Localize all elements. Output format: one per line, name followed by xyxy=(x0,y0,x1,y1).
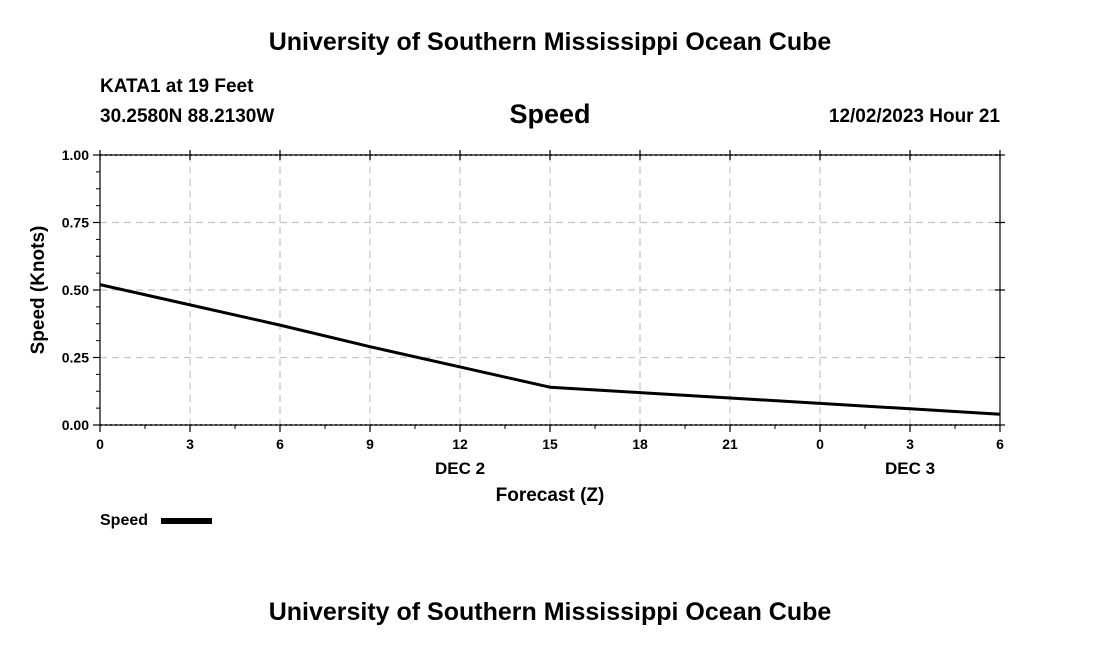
datetime-label: 12/02/2023 Hour 21 xyxy=(828,106,1000,127)
x-tick-label: 21 xyxy=(722,436,738,452)
series-group xyxy=(99,283,1001,416)
date-label: DEC 3 xyxy=(885,459,935,478)
x-tick-label: 0 xyxy=(816,436,824,452)
legend: Speed xyxy=(100,512,212,529)
axis-ticks xyxy=(93,150,1005,432)
date-label: DEC 2 xyxy=(435,459,485,478)
y-tick-label: 0.75 xyxy=(62,215,89,231)
chart-grid xyxy=(100,154,1000,426)
coordinates-label: 30.2580N 88.2130W xyxy=(100,106,275,127)
y-tick-label: 0.00 xyxy=(62,417,89,433)
x-tick-label: 12 xyxy=(452,436,468,452)
x-tick-label: 3 xyxy=(906,436,914,452)
x-axis-label: Forecast (Z) xyxy=(496,485,605,506)
footer-title: University of Southern Mississippi Ocean… xyxy=(268,598,832,626)
chart-title: Speed xyxy=(509,99,591,129)
y-tick-label: 1.00 xyxy=(62,147,89,163)
x-tick-label: 18 xyxy=(632,436,648,452)
legend-label: Speed xyxy=(100,512,148,529)
page-title: University of Southern Mississippi Ocean… xyxy=(268,28,832,56)
y-tick-label: 0.50 xyxy=(62,282,89,298)
x-tick-label: 6 xyxy=(276,436,284,452)
station-label: KATA1 at 19 Feet xyxy=(100,76,254,97)
y-tick-label: 0.25 xyxy=(62,350,89,366)
y-axis-label: Speed (Knots) xyxy=(28,226,49,355)
x-tick-labels: 0 3 6 9 12 15 18 21 0 3 6 xyxy=(96,436,1004,452)
y-tick-labels: 0.00 0.25 0.50 0.75 1.00 xyxy=(62,147,89,433)
x-tick-label: 15 xyxy=(542,436,558,452)
x-tick-label: 6 xyxy=(996,436,1004,452)
date-labels: DEC 2 DEC 3 xyxy=(435,459,935,478)
x-tick-label: 3 xyxy=(186,436,194,452)
series-line-speed xyxy=(99,283,1001,416)
x-tick-label: 9 xyxy=(366,436,374,452)
x-tick-label: 0 xyxy=(96,436,104,452)
